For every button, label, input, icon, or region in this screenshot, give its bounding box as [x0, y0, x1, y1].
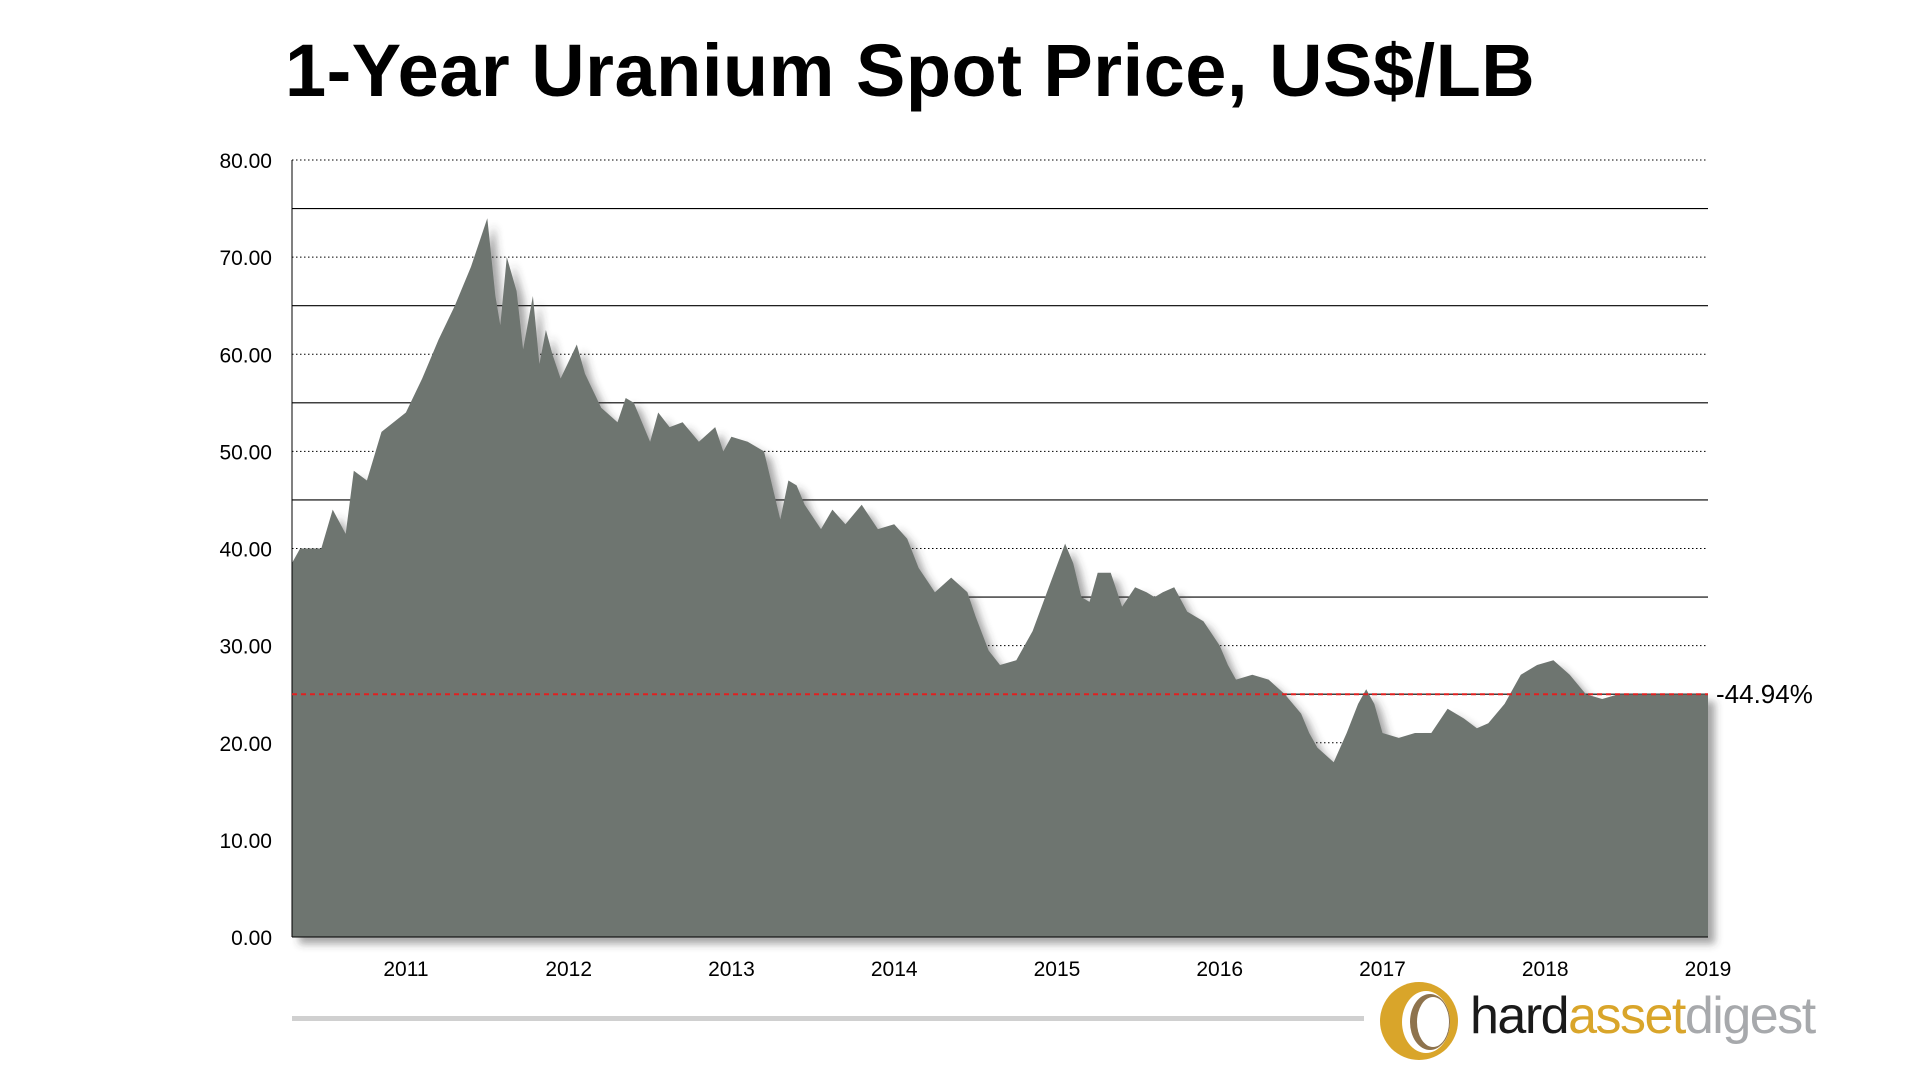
logo-divider-bar: [292, 1016, 1364, 1021]
area-series: [292, 218, 1708, 938]
logo-word-digest: digest: [1684, 987, 1816, 1045]
x-tick-label: 2016: [1196, 958, 1243, 981]
page-title: 1-Year Uranium Spot Price, US$/LB: [285, 29, 1536, 112]
logo-wordmark: hardassetdigest: [1470, 986, 1816, 1046]
x-tick-label: 2017: [1359, 958, 1406, 981]
reference-line-group: -44.94%: [292, 679, 1813, 709]
y-tick-label: 80.00: [219, 150, 272, 173]
y-tick-labels: 0.00 10.00 20.00 30.00 40.00 50.00 60.00 70.00 8…: [219, 150, 272, 950]
y-tick-label: 40.00: [219, 539, 272, 562]
y-tick-label: 10.00: [219, 830, 272, 853]
logo-word-hard: hard: [1470, 987, 1570, 1045]
y-tick-label: 70.00: [219, 247, 272, 270]
x-tick-labels: 2011 2012 2013 2014 2015 2016 2017 2018 2019: [383, 958, 1731, 981]
price-area: [292, 218, 1708, 938]
reference-line-label: -44.94%: [1716, 679, 1813, 709]
y-tick-label: 30.00: [219, 636, 272, 659]
x-tick-label: 2011: [383, 958, 428, 981]
x-tick-label: 2018: [1522, 958, 1569, 981]
y-tick-label: 0.00: [231, 927, 272, 950]
y-tick-label: 60.00: [219, 344, 272, 367]
chart: 0.00 10.00 20.00 30.00 40.00 50.00 60.00 70.00 8…: [219, 150, 1813, 981]
x-tick-label: 2013: [708, 958, 755, 981]
y-tick-label: 50.00: [219, 441, 272, 464]
logo: hardassetdigest: [1378, 978, 1816, 1062]
x-tick-label: 2014: [871, 958, 918, 981]
x-tick-label: 2012: [545, 958, 592, 981]
axes: [291, 160, 1708, 938]
x-tick-label: 2015: [1034, 958, 1081, 981]
y-tick-label: 20.00: [219, 733, 272, 756]
logo-ring-icon: [1380, 982, 1458, 1060]
logo-word-asset: asset: [1568, 987, 1686, 1045]
x-tick-label: 2019: [1685, 958, 1732, 981]
